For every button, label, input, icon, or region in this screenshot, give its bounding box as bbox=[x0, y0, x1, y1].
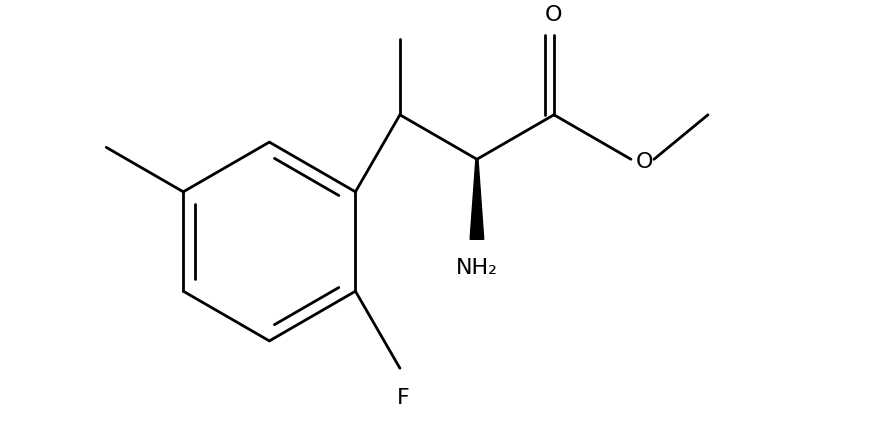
Polygon shape bbox=[470, 160, 484, 240]
Text: F: F bbox=[397, 387, 409, 407]
Text: O: O bbox=[545, 5, 563, 25]
Text: NH₂: NH₂ bbox=[456, 257, 498, 277]
Text: O: O bbox=[636, 152, 653, 172]
